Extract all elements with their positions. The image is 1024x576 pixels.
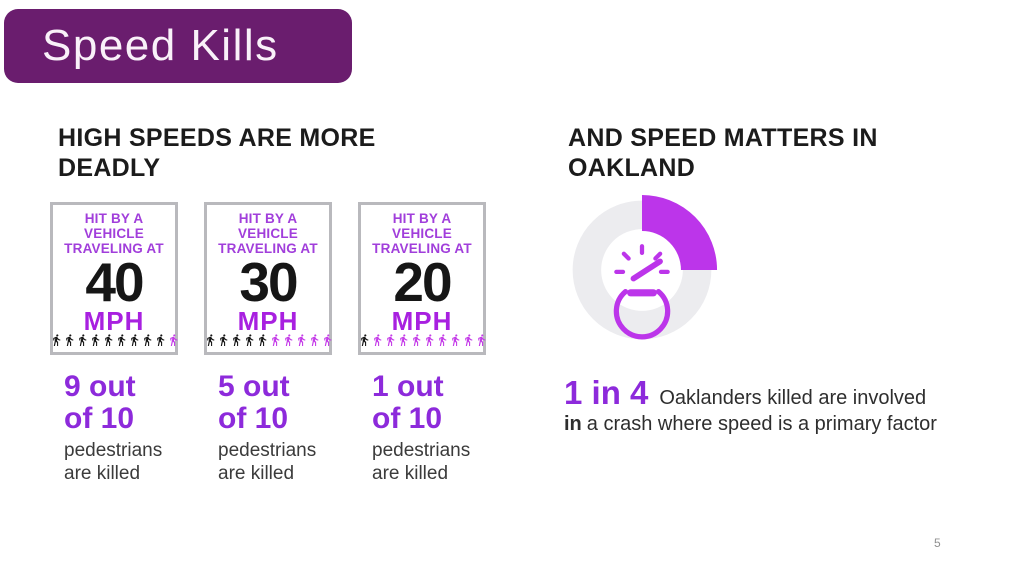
pedestrian-icon (115, 331, 128, 349)
pedestrian-icon (230, 331, 243, 349)
card-header-line: TRAVELING AT (372, 241, 472, 257)
stat-caption-line: pedestrians (218, 440, 317, 462)
pedestrian-icon (321, 331, 334, 349)
card-header-line: VEHICLE (238, 226, 298, 242)
gauge-tick (621, 251, 631, 261)
stat-ratio-line: of 10 (64, 402, 135, 436)
stat-caption-line: pedestrians (372, 440, 471, 462)
pedestrian-icon (423, 331, 436, 349)
pedestrian-icon (269, 331, 282, 349)
pedestrian-icon (282, 331, 295, 349)
pedestrian-icon (462, 331, 475, 349)
pedestrian-icon (358, 331, 371, 349)
speed-card-20mph: HIT BY A VEHICLE TRAVELING AT 20 MPH (358, 202, 486, 355)
gauge-tick (653, 251, 663, 261)
stat-30mph: 5 out of 10 pedestrians are killed (204, 370, 332, 485)
pedestrian-icon (436, 331, 449, 349)
stat-20mph: 1 out of 10 pedestrians are killed (358, 370, 486, 485)
stat-caption: pedestrians are killed (64, 440, 178, 485)
speed-unit: MPH (237, 305, 299, 336)
pedestrian-icon (50, 331, 63, 349)
stat-ratio-line: of 10 (218, 402, 289, 436)
card-header: HIT BY A VEHICLE TRAVELING AT (53, 211, 175, 256)
stats-row: 9 out of 10 pedestrians are killed 5 out… (50, 370, 486, 485)
pedestrian-icon (449, 331, 462, 349)
pedestrian-icon (128, 331, 141, 349)
stat-40mph: 9 out of 10 pedestrians are killed (50, 370, 178, 485)
oakland-stat: 1 in 4 Oaklanders killed are involved in… (564, 376, 1010, 436)
pedestrian-icon (63, 331, 76, 349)
stat-caption-line: are killed (64, 462, 141, 484)
stat-ratio: 9 out of 10 (64, 370, 178, 436)
oakland-stat-line2: in a crash where speed is a primary facto… (564, 413, 1010, 436)
pedestrian-icon (217, 331, 230, 349)
stat-ratio-line: of 10 (372, 402, 443, 436)
pedestrian-icon (384, 331, 397, 349)
pedestrian-icon (89, 331, 102, 349)
title-banner: Speed Kills (4, 9, 352, 83)
pedestrian-icon (102, 331, 115, 349)
stat-ratio-line: 1 out (372, 370, 444, 403)
pedestrian-icon (308, 331, 321, 349)
oakland-stat-line1: 1 in 4 Oaklanders killed are involved (564, 376, 1010, 410)
stat-caption-line: are killed (218, 462, 295, 484)
pedestrian-icon (204, 331, 217, 349)
gauge-dial (613, 288, 671, 340)
left-section-heading: HIGH SPEEDS ARE MORE DEADLY (58, 124, 376, 182)
speed-unit: MPH (391, 305, 453, 336)
speed-unit: MPH (83, 305, 145, 336)
slide-title: Speed Kills (42, 21, 279, 70)
pedestrian-icon (154, 331, 167, 349)
card-header-line: VEHICLE (392, 226, 452, 242)
card-header-line: VEHICLE (84, 226, 144, 242)
right-section-heading: AND SPEED MATTERS IN OAKLAND (568, 124, 878, 182)
speed-value: 30 (239, 251, 298, 314)
card-header: HIT BY A VEHICLE TRAVELING AT (207, 211, 329, 256)
stat-text-emphasis: in (564, 413, 582, 435)
speed-value: 20 (393, 251, 452, 314)
pedestrian-icon (475, 331, 488, 349)
gauge-needle (630, 258, 663, 282)
stat-caption-line: are killed (372, 462, 449, 484)
stat-caption: pedestrians are killed (372, 440, 486, 485)
pedestrian-icon (167, 331, 180, 349)
card-header-line: TRAVELING AT (64, 241, 164, 257)
pedestrian-icon (141, 331, 154, 349)
pedestrian-icon (397, 331, 410, 349)
stat-caption-line: pedestrians (64, 440, 163, 462)
speed-cards-row: HIT BY A VEHICLE TRAVELING AT 40 MPH HIT… (50, 202, 486, 355)
stat-ratio-big: 1 in 4 (564, 374, 649, 411)
pedestrian-row (50, 331, 177, 349)
stat-text: a crash where speed is a primary factor (586, 413, 937, 435)
speed-card-30mph: HIT BY A VEHICLE TRAVELING AT 30 MPH (204, 202, 332, 355)
card-header: HIT BY A VEHICLE TRAVELING AT (361, 211, 483, 256)
speed-donut-chart (572, 194, 718, 340)
card-header-line: HIT BY A (238, 211, 298, 226)
stat-text: Oaklanders killed are involved (659, 387, 927, 409)
speedometer-icon (613, 244, 671, 340)
pedestrian-row (204, 331, 331, 349)
pedestrian-icon (76, 331, 89, 349)
card-header-line: HIT BY A (392, 211, 452, 226)
stat-ratio-line: 5 out (218, 370, 290, 403)
stat-ratio: 1 out of 10 (372, 370, 486, 436)
speed-card-40mph: HIT BY A VEHICLE TRAVELING AT 40 MPH (50, 202, 178, 355)
pedestrian-icon (410, 331, 423, 349)
speed-value: 40 (85, 251, 144, 314)
card-header-line: TRAVELING AT (218, 241, 318, 257)
page-number: 5 (934, 536, 941, 550)
pedestrian-row (358, 331, 485, 349)
pedestrian-icon (371, 331, 384, 349)
stat-ratio-line: 9 out (64, 370, 136, 403)
card-header-line: HIT BY A (84, 211, 144, 226)
pedestrian-icon (243, 331, 256, 349)
pedestrian-icon (256, 331, 269, 349)
pedestrian-icon (295, 331, 308, 349)
donut-segment (641, 194, 718, 271)
stat-caption: pedestrians are killed (218, 440, 332, 485)
stat-ratio: 5 out of 10 (218, 370, 332, 436)
